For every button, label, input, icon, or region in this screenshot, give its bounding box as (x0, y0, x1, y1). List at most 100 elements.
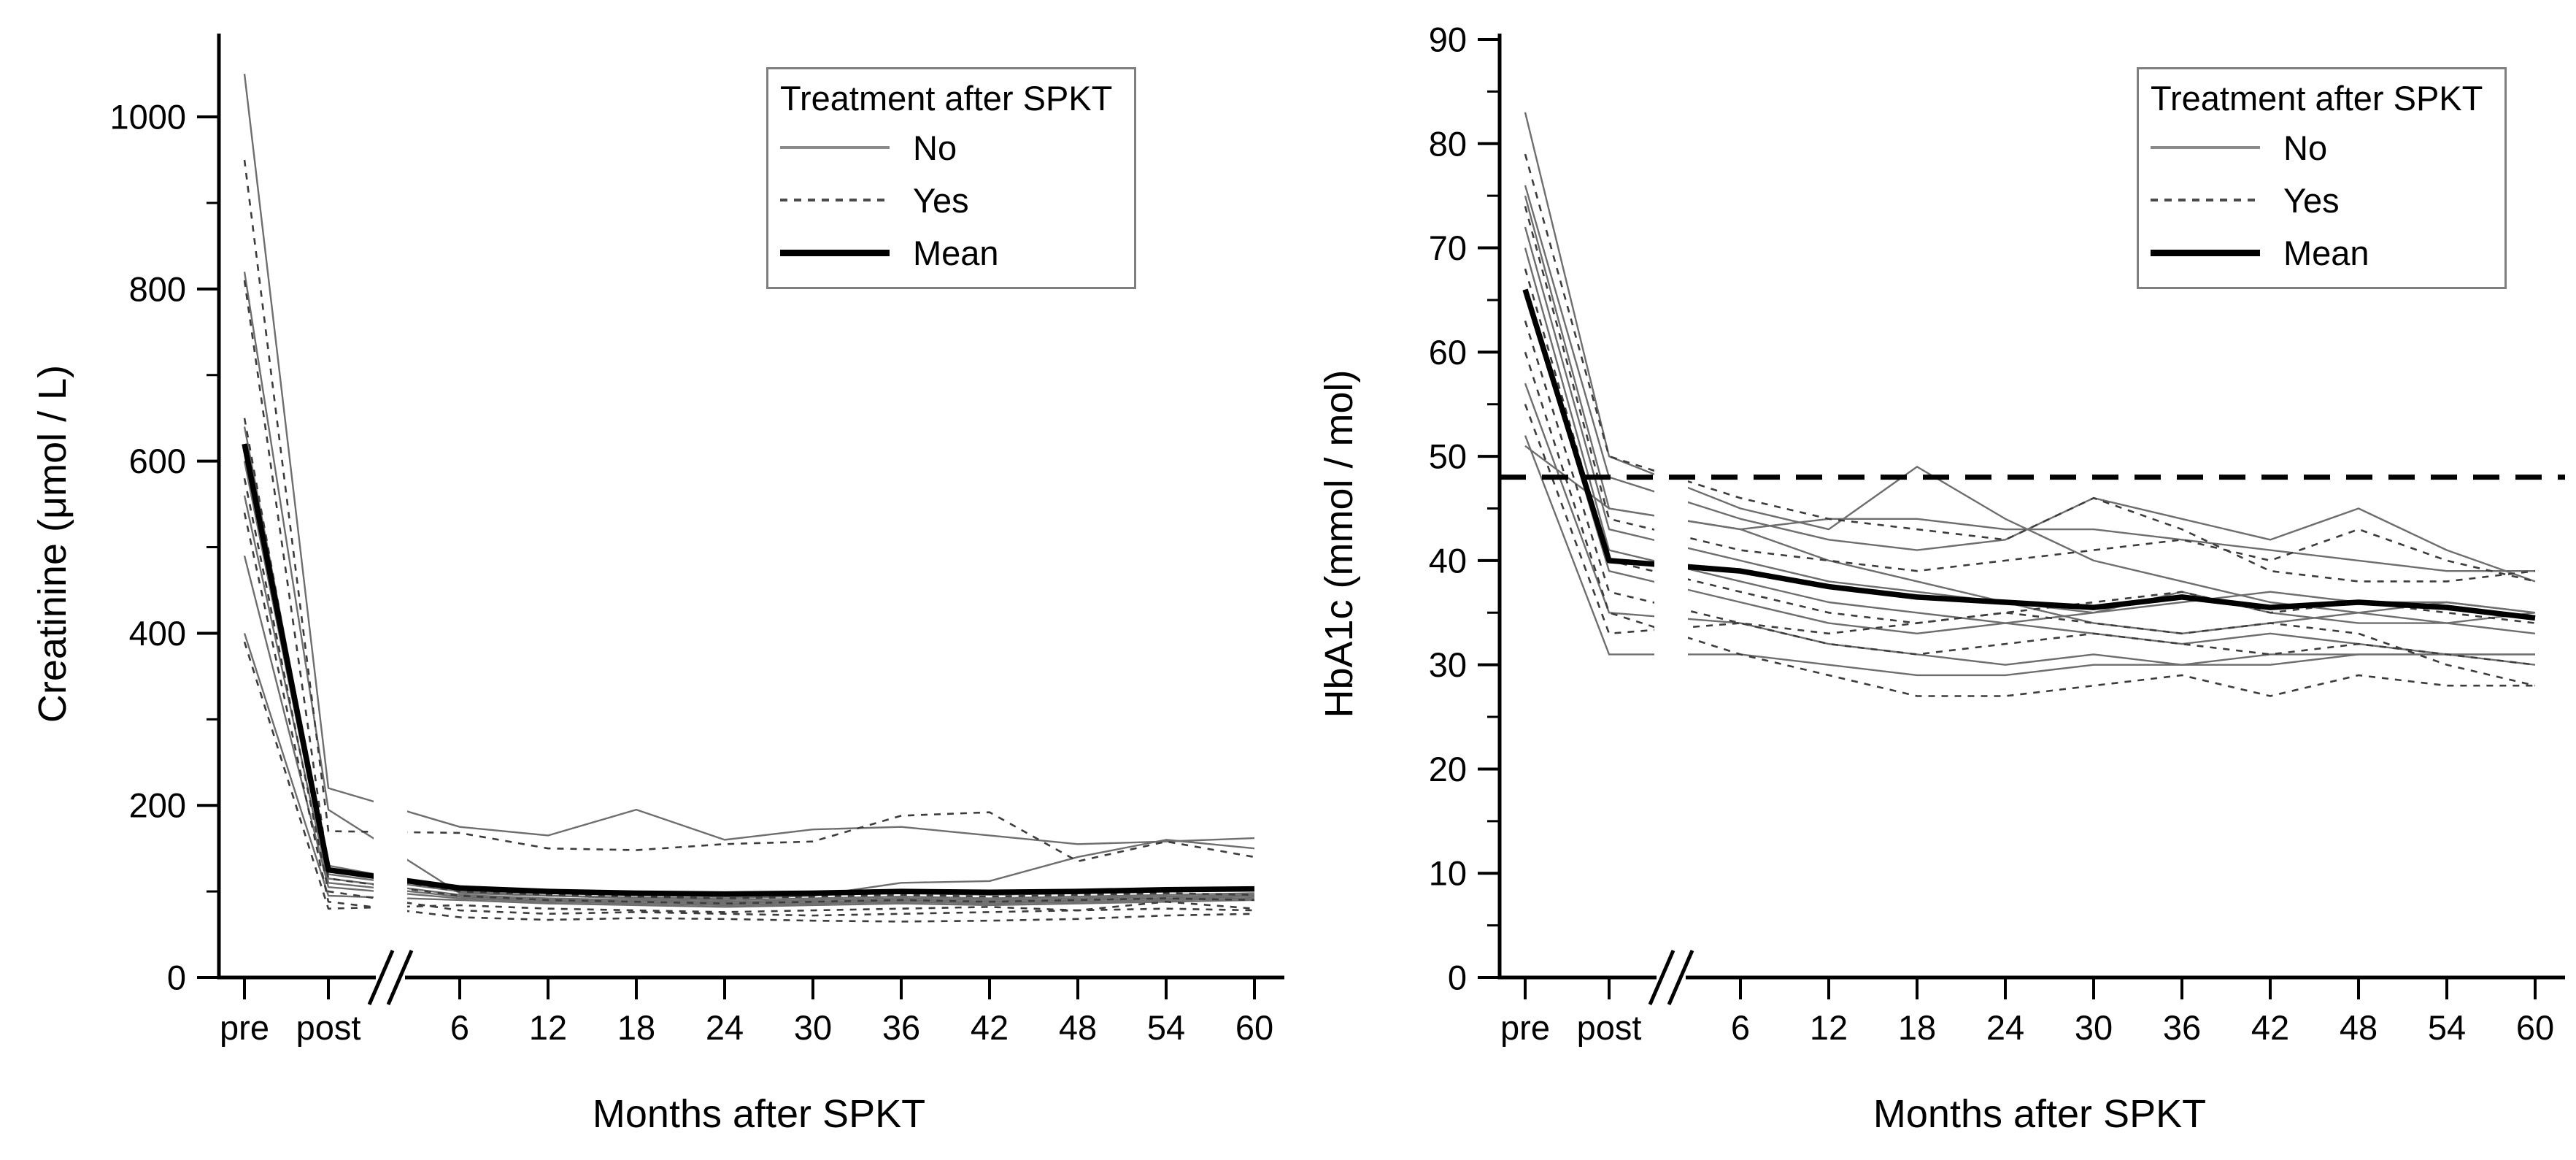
y-tick-label: 60 (1429, 333, 1467, 372)
series-line-no (243, 443, 1255, 902)
legend-label: No (2283, 128, 2328, 167)
legend-title: Treatment after SPKT (780, 79, 1113, 118)
x-tick-label: pre (1500, 1008, 1550, 1047)
legend-box: Treatment after SPKT No Yes Mean (2137, 67, 2507, 289)
y-tick-label: 0 (167, 959, 186, 997)
axis-break-gap (1654, 35, 1688, 970)
legend-box: Treatment after SPKT No Yes Mean (766, 67, 1136, 289)
legend-label: Yes (2283, 180, 2340, 220)
x-tick-label: 60 (1235, 1008, 1273, 1047)
series-line-yes (1524, 206, 2536, 583)
legend-item-mean: Mean (2139, 226, 2504, 279)
yes-line-sample-icon (2151, 199, 2260, 201)
axis-break-slash (386, 950, 414, 1005)
y-tick-label: 40 (1429, 541, 1467, 580)
series-line-no (243, 556, 1255, 907)
y-tick-label: 20 (1429, 750, 1467, 788)
series-line-yes (1524, 404, 2536, 687)
y-tick-label: 50 (1429, 437, 1467, 476)
series-line-mean (1522, 288, 2536, 621)
x-tick-label: 36 (2163, 1008, 2201, 1047)
series-line-no (1524, 185, 2536, 583)
series-line-yes (243, 418, 1255, 904)
x-tick-label: 54 (2428, 1008, 2466, 1047)
creatinine-plot: 0 200 400 600 800 1000 pre post 6 12 18 24 30 36 42 48 5… (109, 34, 1284, 1047)
series-line-yes (243, 477, 1255, 917)
hba1c-plot: 0 10 20 30 40 50 60 70 80 90 pre post 6 12 18 24 30 36 42 4… (1429, 20, 2565, 1047)
y-tick-label: 800 (129, 269, 186, 308)
hba1c-y-axis-label: HbA1c (mmol / mol) (1317, 369, 1361, 718)
x-tick-label: 48 (2340, 1008, 2378, 1047)
x-tick-label: 18 (617, 1008, 655, 1047)
legend-item-no: No (2139, 121, 2504, 174)
series-line-mean (242, 443, 1255, 897)
x-tick-label: 6 (1731, 1008, 1750, 1047)
axis-break-gap (374, 35, 407, 970)
legend-label: No (913, 128, 957, 167)
y-tick-label: 0 (1448, 959, 1467, 997)
series-line-no (1524, 435, 2535, 677)
x-tick-label: 54 (1147, 1008, 1185, 1047)
series-line-no (243, 272, 1255, 899)
series-line-no (243, 74, 1255, 845)
y-tick-label: 10 (1429, 854, 1467, 893)
x-tick-label: post (1577, 1008, 1642, 1047)
series-line-yes (243, 159, 1255, 863)
legend-title: Treatment after SPKT (2151, 79, 2483, 118)
x-tick-label: 24 (1986, 1008, 2024, 1047)
axis-break-axis-gap (376, 975, 405, 980)
x-tick-label: 6 (450, 1008, 469, 1047)
y-tick-label: 1000 (109, 98, 186, 137)
series-line-yes (243, 641, 1255, 913)
y-tick-label: 600 (129, 442, 186, 480)
x-tick-label: 30 (794, 1008, 832, 1047)
yes-line-sample-icon (780, 199, 890, 201)
creatinine-x-axis-label: Months after SPKT (592, 1092, 926, 1136)
x-tick-label: 18 (1898, 1008, 1936, 1047)
axis-break-axis-gap (1657, 975, 1686, 980)
legend-item-mean: Mean (768, 226, 1134, 279)
series-layer (242, 74, 1255, 923)
y-tick-label: 70 (1429, 228, 1467, 267)
x-tick-label: 42 (971, 1008, 1009, 1047)
x-tick-label: 36 (882, 1008, 920, 1047)
series-line-no (1524, 289, 2535, 656)
legend-item-no: No (768, 121, 1134, 174)
x-tick-label: 24 (706, 1008, 744, 1047)
legend-label: Yes (913, 180, 969, 220)
mean-line-sample-icon (2151, 249, 2260, 256)
series-line-no (1524, 112, 2536, 635)
y-tick-label: 400 (129, 614, 186, 653)
axis-break-slash (1648, 950, 1675, 1005)
axis-break-slash (367, 950, 395, 1005)
series-line-yes (1524, 351, 2535, 697)
legend-label: Mean (913, 233, 999, 272)
hba1c-x-axis-label: Months after SPKT (1873, 1092, 2207, 1136)
y-tick-label: 200 (129, 786, 186, 825)
y-tick-label: 80 (1429, 124, 1467, 163)
y-tick-label: 90 (1429, 20, 1467, 59)
x-tick-label: 12 (1810, 1008, 1848, 1047)
series-line-no (243, 633, 1255, 908)
x-tick-label: post (296, 1008, 361, 1047)
hba1c-chart: 0 10 20 30 40 50 60 70 80 90 pre post 6 12 18 24 30 36 42 4… (1288, 0, 2576, 1160)
no-line-sample-icon (780, 146, 890, 149)
series-line-yes (1524, 320, 2536, 666)
series-layer (1522, 112, 2536, 697)
legend-item-yes: Yes (768, 174, 1134, 226)
x-tick-label: 48 (1059, 1008, 1097, 1047)
legend-label: Mean (2283, 233, 2369, 272)
series-line-no (1524, 445, 2536, 635)
legend-item-yes: Yes (2139, 174, 2504, 226)
x-tick-label: 60 (2516, 1008, 2554, 1047)
creatinine-y-axis-label: Creatinine (μmol / L) (31, 364, 74, 723)
x-tick-label: 42 (2251, 1008, 2289, 1047)
y-tick-label: 30 (1429, 645, 1467, 684)
mean-line-sample-icon (780, 249, 890, 256)
x-tick-label: pre (220, 1008, 269, 1047)
x-tick-label: 30 (2075, 1008, 2113, 1047)
no-line-sample-icon (2151, 146, 2260, 149)
x-tick-label: 12 (529, 1008, 567, 1047)
creatinine-chart: 0 200 400 600 800 1000 pre post 6 12 18 24 30 36 42 48 5… (31, 34, 1284, 1136)
